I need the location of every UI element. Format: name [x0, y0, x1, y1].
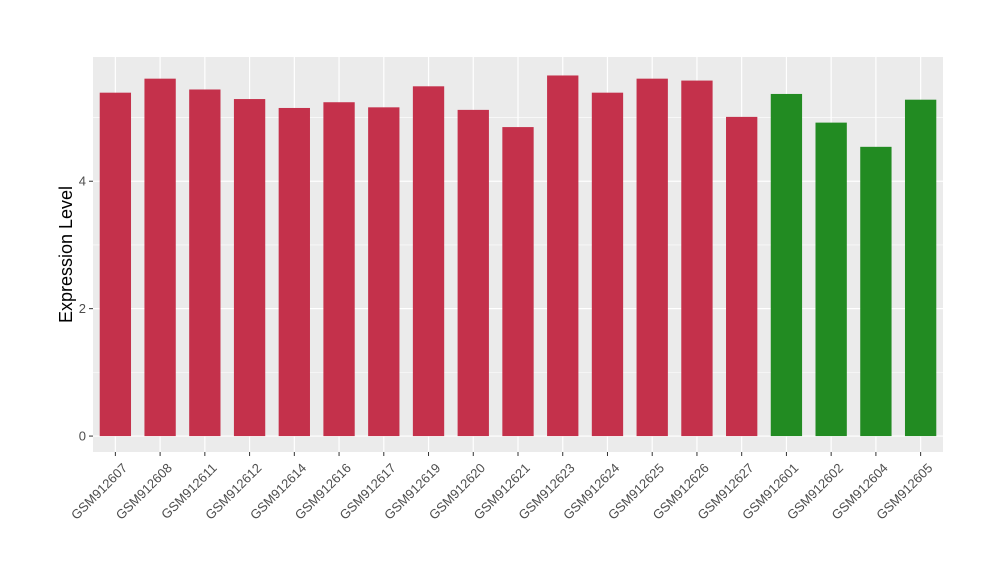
bar [591, 92, 624, 437]
bar [457, 109, 489, 437]
bar [144, 78, 176, 437]
y-tick-label: 0 [79, 429, 86, 444]
y-axis-title: Expression Level [56, 186, 76, 323]
bar [681, 80, 713, 437]
bar [547, 75, 579, 437]
bar [770, 93, 803, 437]
bar [368, 107, 400, 437]
bar [412, 86, 445, 437]
bar [904, 99, 937, 437]
bar [726, 116, 758, 437]
bar [860, 146, 892, 437]
bar [278, 107, 310, 437]
bar [502, 127, 534, 437]
bar [636, 78, 668, 437]
x-axis: GSM912607GSM912608GSM912611GSM912612GSM9… [68, 452, 936, 523]
bar [323, 102, 355, 437]
bar [233, 99, 266, 437]
bars [99, 75, 937, 437]
bar [99, 92, 132, 437]
bar [189, 89, 221, 437]
y-tick-label: 4 [79, 174, 86, 189]
y-tick-label: 2 [79, 301, 86, 316]
y-axis: 0 2 4 [79, 174, 93, 444]
bar [815, 122, 847, 437]
